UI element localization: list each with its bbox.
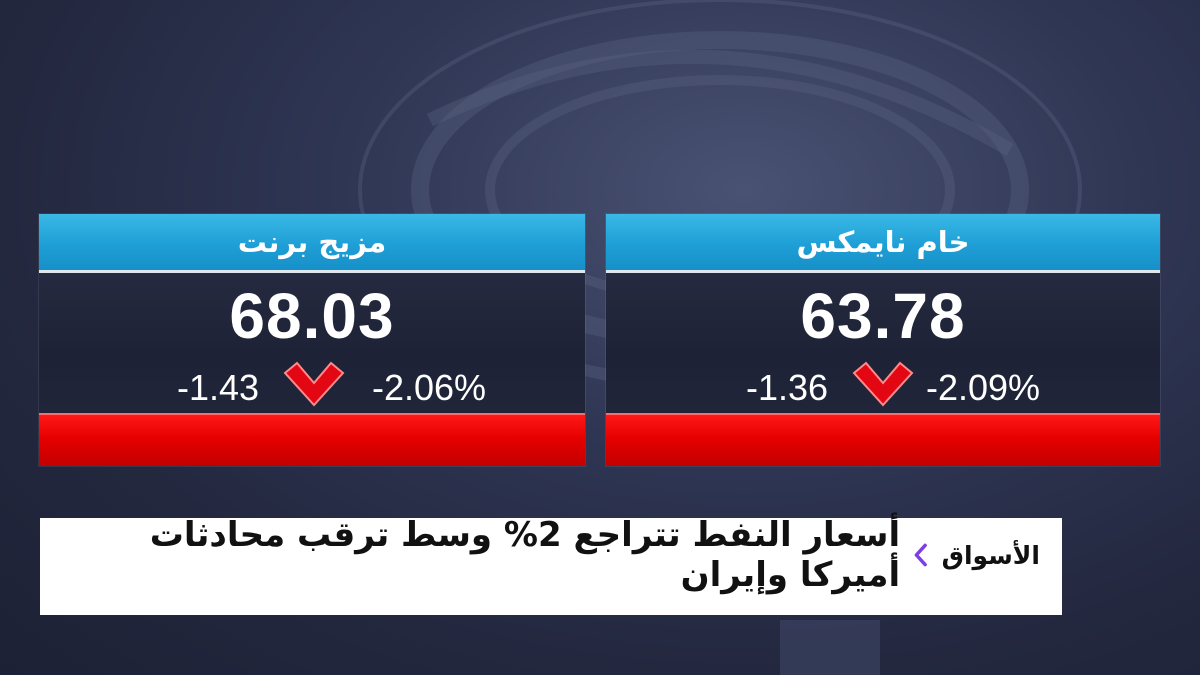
brent-status-bar xyxy=(39,413,585,466)
nymex-change-percent: -2.09% xyxy=(926,367,1041,408)
nymex-status-bar xyxy=(606,413,1160,466)
brent-card-title: مزيج برنت xyxy=(39,214,585,273)
down-chevron-icon xyxy=(283,361,345,407)
nymex-card: خام نايمكس 63.78 -1.36 -2.09% xyxy=(606,214,1160,466)
ticker-section-label: الأسواق xyxy=(941,540,1040,570)
nymex-change: -1.36 xyxy=(746,367,829,408)
down-chevron-icon xyxy=(852,361,914,407)
brent-price: 68.03 xyxy=(229,280,395,352)
brent-change: -1.43 xyxy=(177,367,260,408)
brent-change-percent: -2.06% xyxy=(372,367,487,408)
brent-card: مزيج برنت 68.03 -1.43 -2.06% xyxy=(39,214,585,466)
ticker-row: الأسواق أسعار النفط تتراجع 2% وسط ترقب م… xyxy=(40,515,1040,595)
ticker-headline: أسعار النفط تتراجع 2% وسط ترقب محادثات أ… xyxy=(149,515,901,595)
news-ticker: الأسواق أسعار النفط تتراجع 2% وسط ترقب م… xyxy=(40,515,1062,615)
nymex-price: 63.78 xyxy=(800,280,966,352)
brent-card-body: 68.03 -1.43 -2.06% xyxy=(39,273,585,411)
nymex-card-title: خام نايمكس xyxy=(606,214,1160,273)
chevron-left-icon xyxy=(914,543,927,567)
nymex-card-body: 63.78 -1.36 -2.09% xyxy=(606,273,1160,411)
